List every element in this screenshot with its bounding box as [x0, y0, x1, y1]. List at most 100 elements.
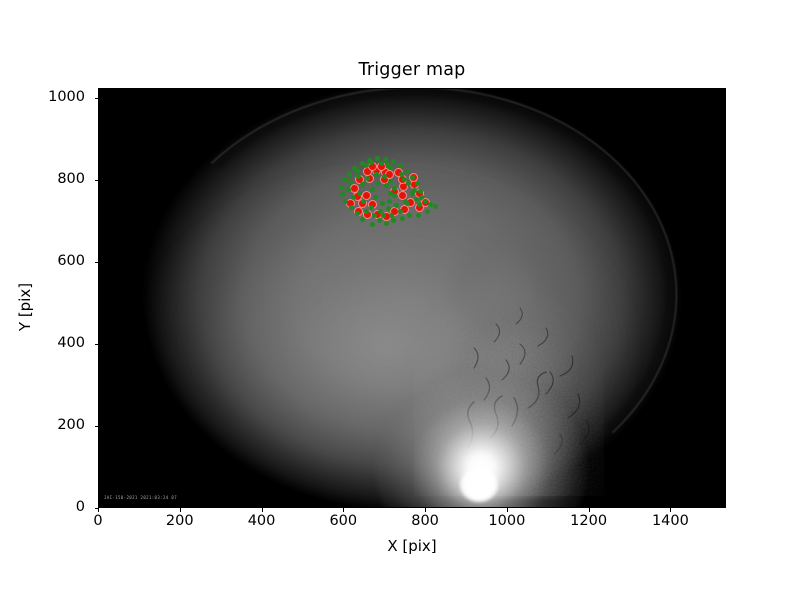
neighbour-marker	[418, 188, 424, 194]
neighbour-marker	[381, 174, 387, 180]
neighbour-marker	[393, 202, 399, 208]
neighbour-marker	[407, 213, 413, 219]
neighbour-marker	[419, 195, 425, 201]
neighbour-marker	[363, 209, 369, 215]
neighbour-marker	[391, 192, 397, 198]
neighbour-marker	[388, 165, 394, 171]
neighbour-marker	[423, 198, 429, 204]
neighbour-marker	[385, 206, 391, 212]
neighbour-marker	[433, 204, 439, 210]
plot-area[interactable]: JAI-150-2021 2021:03:24 07	[98, 88, 726, 508]
neighbour-marker	[390, 218, 396, 224]
neighbour-marker	[372, 195, 378, 201]
neighbour-marker	[370, 222, 376, 228]
neighbour-marker	[428, 201, 434, 207]
x-tick-label: 0	[93, 513, 103, 529]
y-tick	[94, 97, 98, 99]
neighbour-marker	[339, 192, 345, 198]
neighbour-marker	[359, 182, 365, 188]
x-tick-label: 1200	[570, 513, 608, 529]
neighbour-marker	[355, 174, 361, 180]
neighbour-marker	[398, 163, 404, 169]
neighbour-marker	[388, 179, 394, 185]
x-axis-label: X [pix]	[387, 537, 437, 555]
neighbour-marker	[425, 209, 431, 215]
neighbour-marker	[375, 180, 381, 186]
core-hotspot	[460, 468, 498, 502]
neighbour-marker	[354, 168, 360, 174]
camera-watermark: JAI-150-2021 2021:03:24 07	[104, 495, 178, 500]
x-tick	[261, 508, 263, 512]
neighbour-marker	[384, 161, 390, 167]
neighbour-marker	[386, 198, 392, 204]
x-tick-label: 400	[247, 513, 276, 529]
y-tick	[94, 343, 98, 345]
neighbour-marker	[380, 213, 386, 219]
page-title: Trigger map	[358, 60, 466, 80]
neighbour-marker	[400, 215, 406, 221]
y-tick-label: 400	[57, 334, 85, 351]
neighbour-marker	[388, 191, 394, 197]
neighbour-marker	[409, 191, 415, 197]
neighbour-marker	[371, 213, 377, 219]
neighbour-marker	[348, 205, 354, 211]
x-tick-label: 800	[411, 513, 439, 529]
neighbour-marker	[359, 160, 365, 166]
neighbour-marker	[406, 181, 412, 187]
x-tick-label: 1000	[488, 513, 526, 529]
x-tick	[425, 508, 427, 512]
neighbour-marker	[376, 218, 382, 224]
neighbour-marker	[384, 183, 390, 189]
trigger-marker	[362, 190, 372, 200]
neighbour-marker	[345, 187, 351, 193]
x-tick	[179, 508, 181, 512]
neighbour-marker	[410, 174, 416, 180]
y-tick-label: 800	[57, 170, 85, 187]
neighbour-marker	[350, 195, 356, 201]
x-tick	[588, 508, 590, 512]
neighbour-marker	[341, 177, 347, 183]
neighbour-marker	[404, 169, 410, 175]
x-tick	[98, 508, 99, 512]
neighbour-marker	[416, 212, 422, 218]
neighbour-marker	[384, 220, 390, 226]
y-tick-label: 600	[57, 252, 85, 269]
y-tick	[94, 261, 98, 263]
y-tick	[94, 425, 98, 427]
y-tick-label: 1000	[48, 88, 85, 105]
neighbour-marker	[414, 197, 420, 203]
neighbour-marker	[390, 159, 396, 165]
x-tick-label: 1400	[651, 513, 689, 529]
neighbour-marker	[370, 187, 376, 193]
neighbour-marker	[405, 201, 411, 207]
x-tick	[343, 508, 345, 512]
neighbour-marker	[363, 163, 369, 169]
y-tick-label: 200	[57, 416, 85, 433]
trigger-marker	[398, 190, 408, 200]
neighbour-marker	[360, 216, 366, 222]
neighbour-marker	[415, 181, 421, 187]
neighbour-marker	[377, 208, 383, 214]
neighbour-marker	[411, 188, 417, 194]
y-tick	[94, 179, 98, 181]
marker-overlay	[98, 88, 726, 508]
trigger-marker	[350, 183, 360, 193]
y-tick	[94, 508, 98, 509]
neighbour-marker	[389, 212, 395, 218]
neighbour-marker	[365, 175, 371, 181]
neighbour-marker	[416, 201, 422, 207]
neighbour-marker	[369, 160, 375, 166]
neighbour-marker	[343, 198, 349, 204]
neighbour-marker	[373, 172, 379, 178]
neighbour-marker	[375, 156, 381, 162]
y-axis-label: Y [pix]	[16, 282, 34, 332]
neighbour-marker	[402, 177, 408, 183]
neighbour-marker	[368, 205, 374, 211]
x-tick	[506, 508, 508, 512]
x-tick	[670, 508, 672, 512]
y-tick-label: 0	[75, 499, 85, 515]
neighbour-marker	[392, 185, 398, 191]
neighbour-marker	[354, 211, 360, 216]
neighbour-marker	[346, 171, 352, 177]
